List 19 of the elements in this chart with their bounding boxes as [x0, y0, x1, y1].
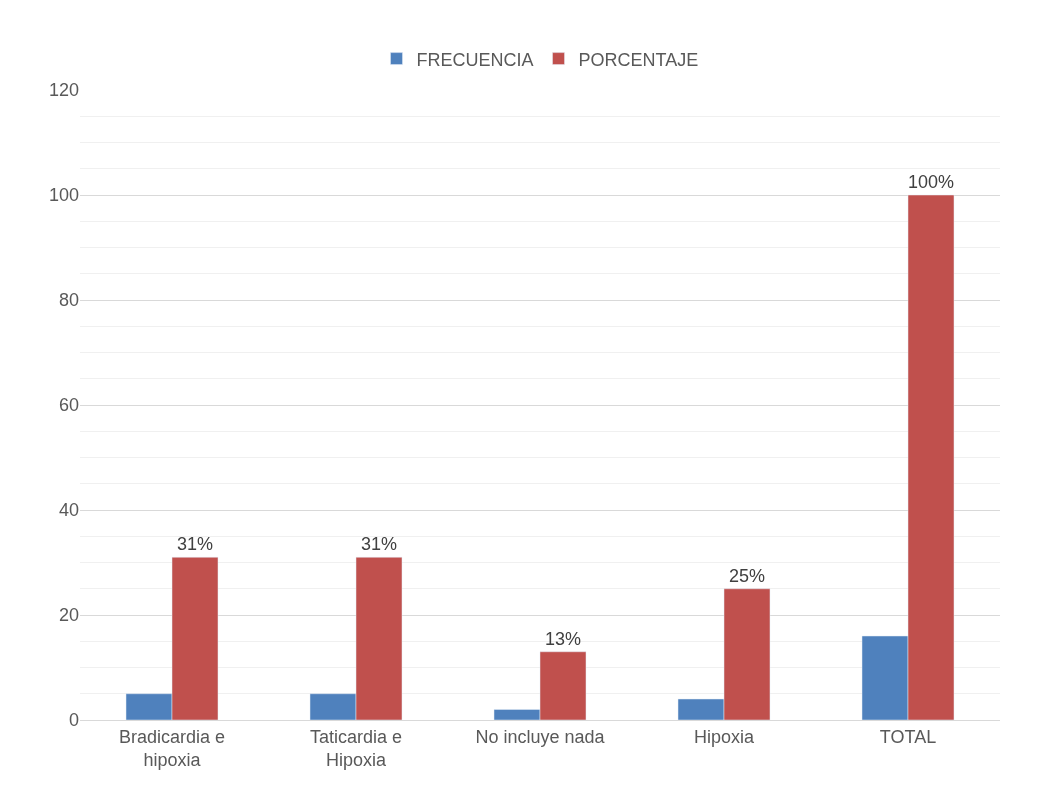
y-tick-label: 60 — [58, 395, 79, 416]
data-label: 13% — [544, 628, 582, 649]
y-tick-label: 40 — [58, 500, 79, 521]
x-tick-label: TOTAL — [879, 726, 937, 747]
y-tick-label: 100 — [48, 185, 79, 206]
y-tick-label: 0 — [68, 710, 79, 731]
legend-label: FRECUENCIA — [416, 49, 534, 70]
x-tick-label: Bradicardia e hipoxia — [118, 726, 226, 770]
x-tick-label: No incluye nada — [475, 726, 606, 747]
y-tick-label: 80 — [58, 290, 79, 311]
y-tick-label: 20 — [58, 605, 79, 626]
x-tick-label: Taticardia e Hipoxia — [309, 726, 403, 770]
data-label: 25% — [728, 565, 766, 586]
x-tick-label: Hipoxia — [693, 726, 755, 747]
data-label: 100% — [908, 172, 954, 192]
legend-label: PORCENTAJE — [578, 49, 699, 70]
data-label: 31% — [360, 534, 398, 555]
y-tick-label: 120 — [48, 80, 79, 101]
data-label: 31% — [176, 534, 214, 555]
